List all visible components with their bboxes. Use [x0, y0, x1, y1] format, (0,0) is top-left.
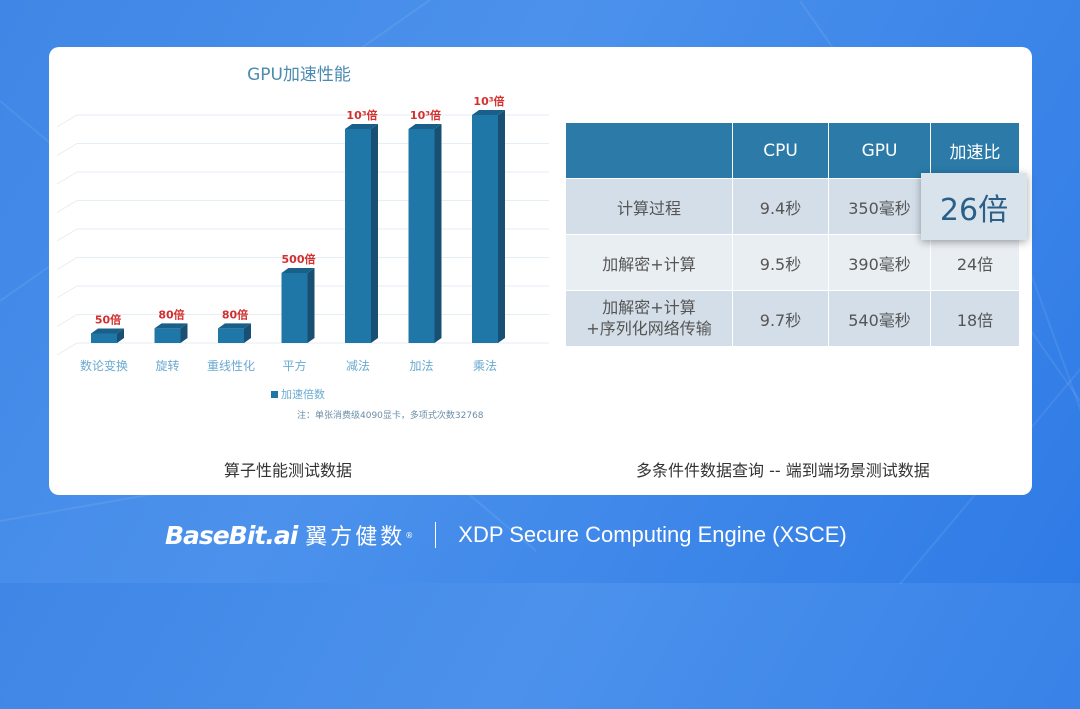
- registered-mark: ®: [405, 530, 414, 540]
- gridline: [56, 285, 78, 299]
- bar-top: [345, 124, 378, 129]
- gridline: [56, 228, 78, 242]
- gridline: [56, 114, 78, 128]
- bar-side: [498, 110, 505, 343]
- bar-top: [91, 328, 124, 334]
- cpu-cell: 9.5秒: [732, 234, 829, 291]
- bar: [218, 328, 244, 343]
- data-label: 80倍: [222, 307, 248, 321]
- bar-top: [281, 268, 315, 273]
- speedup-cell: 24倍: [930, 234, 1020, 291]
- chart-title: GPU加速性能: [247, 65, 351, 85]
- bar-top: [472, 110, 505, 115]
- right-caption: 多条件件数据查询 -- 端到端场景测试数据: [636, 461, 930, 480]
- header-speedup: 加速比: [930, 122, 1020, 179]
- bar: [472, 115, 498, 343]
- header-gpu: GPU: [828, 122, 931, 179]
- gridline: [56, 257, 78, 270]
- speedup-cell: 18倍: [930, 290, 1020, 347]
- highlighted-speedup: 26倍: [921, 173, 1027, 240]
- table-row: 加解密+计算 9.5秒 390毫秒 24倍: [565, 234, 1020, 291]
- row-label: 计算过程: [565, 178, 733, 235]
- data-label: 10³倍: [473, 94, 504, 108]
- table-header: CPU GPU 加速比: [565, 122, 1020, 179]
- data-label: 80倍: [158, 307, 184, 321]
- row-label: 加解密+计算 +序列化网络传输: [565, 290, 733, 347]
- category-label: 减法: [346, 359, 370, 373]
- table-row: 计算过程 9.4秒 350毫秒 26倍: [565, 173, 1027, 240]
- speedup-cell: 26倍: [921, 173, 1027, 240]
- bar: [345, 129, 371, 343]
- data-label: 10³倍: [346, 108, 377, 122]
- gridline: [56, 200, 78, 213]
- gpu-cell: 540毫秒: [828, 290, 931, 347]
- bar: [154, 328, 181, 343]
- left-caption: 算子性能测试数据: [224, 461, 353, 480]
- bar-top: [218, 323, 251, 329]
- category-label: 乘法: [473, 359, 497, 373]
- data-label: 10³倍: [410, 108, 441, 122]
- gridline: [56, 143, 78, 156]
- data-label: 50倍: [95, 313, 121, 327]
- gridline: [56, 171, 78, 185]
- cpu-cell: 9.7秒: [732, 290, 829, 347]
- legend-label: 加速倍数: [281, 388, 325, 401]
- engine-name: XDP Secure Computing Engine (XSCE): [458, 522, 847, 547]
- bar: [91, 333, 117, 343]
- category-label: 重线性化: [207, 359, 255, 373]
- bar-side: [180, 323, 188, 343]
- bar: [281, 273, 308, 343]
- gridline: [56, 342, 78, 356]
- bar-side: [244, 323, 251, 343]
- bar: [408, 129, 435, 343]
- legend-swatch: [271, 390, 278, 398]
- gridline: [56, 314, 78, 327]
- category-label: 旋转: [155, 358, 179, 373]
- divider: [435, 522, 437, 548]
- gpu-cell: 390毫秒: [828, 234, 931, 291]
- bar-side: [371, 124, 378, 343]
- content-card: GPU加速性能 50倍数论变换 80倍旋转 80倍重线性化 500倍平方 10³倍减法 1…: [49, 47, 1032, 495]
- header-blank: [565, 122, 733, 179]
- cpu-cell: 9.4秒: [732, 178, 829, 235]
- bar-top: [154, 323, 188, 329]
- category-label: 数论变换: [80, 358, 128, 373]
- table-row: 加解密+计算 +序列化网络传输 9.7秒 540毫秒 18倍: [565, 290, 1020, 347]
- chart-legend: 加速倍数: [271, 386, 325, 402]
- bar-side: [307, 268, 315, 343]
- chart-note: 注：单张消费级4090显卡，多项式次数32768: [297, 411, 484, 421]
- category-label: 加法: [409, 359, 433, 373]
- data-label: 500倍: [282, 252, 316, 266]
- bar-side: [117, 328, 124, 343]
- category-label: 平方: [282, 358, 306, 373]
- header-cpu: CPU: [732, 122, 829, 179]
- basebit-logo: BaseBit.ai: [165, 520, 298, 550]
- brand-cn: 翼方健数: [305, 525, 406, 550]
- bar-top: [408, 124, 442, 129]
- gpu-cell: 350毫秒: [828, 178, 931, 235]
- bar-side: [434, 124, 442, 343]
- footer-brand: BaseBit.ai 翼方健数 ® XDP Secure Computing En…: [165, 519, 847, 551]
- row-label: 加解密+计算: [565, 234, 733, 291]
- performance-table: CPU GPU 加速比 计算过程 9.4秒 350毫秒 26倍 加解密+计算 9…: [565, 122, 1027, 347]
